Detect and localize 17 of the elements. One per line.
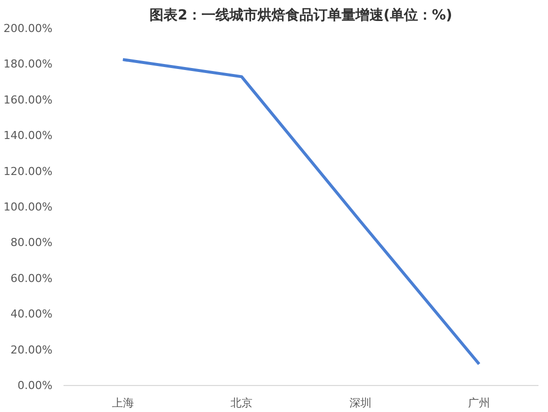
line-series xyxy=(121,58,481,366)
y-tick-label: 160.00% xyxy=(4,93,53,106)
y-tick-label: 180.00% xyxy=(4,58,53,71)
y-tick-label: 60.00% xyxy=(10,272,53,285)
y-tick-label: 80.00% xyxy=(10,236,53,250)
y-tick-label: 40.00% xyxy=(10,308,53,321)
y-tick-label: 200.00% xyxy=(4,22,53,35)
chart-title: 图表2：一线城市烘焙食品订单量增速(单位：%) xyxy=(150,6,452,24)
x-tick-label: 广州 xyxy=(468,396,490,410)
y-tick-label: 100.00% xyxy=(4,200,53,214)
x-tick-label: 上海 xyxy=(112,396,134,410)
y-tick-label: 0.00% xyxy=(18,379,53,392)
x-tick-label: 深圳 xyxy=(349,396,372,410)
y-tick-label: 120.00% xyxy=(4,164,53,178)
y-tick-label: 140.00% xyxy=(4,129,53,142)
y-tick-label: 20.00% xyxy=(10,343,53,356)
x-tick-label: 北京 xyxy=(230,396,253,410)
